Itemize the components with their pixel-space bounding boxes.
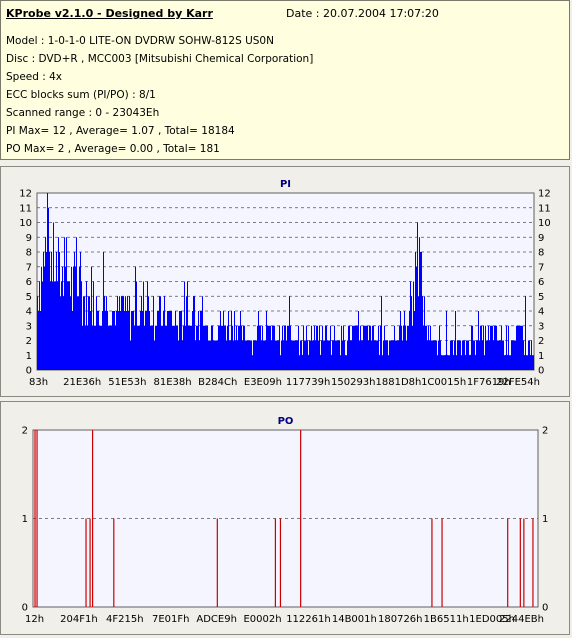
y-tick-label-right: 9 xyxy=(538,233,544,244)
y-tick-label-right: 8 xyxy=(538,248,544,259)
x-tick-label: 14B001h xyxy=(332,614,377,625)
x-tick-label: E0002h xyxy=(243,614,281,625)
po-chart: PO 0 0 1 1 2 2 12h 204F1h 4F215h 7E01Fh ADCE9h E0002… xyxy=(22,416,549,625)
app-title: KProbe v2.1.0 - Designed by Karr xyxy=(6,7,213,20)
disc-line: Disc : DVD+R , MCC003 [Mitsubishi Chemic… xyxy=(6,53,314,65)
x-tick-label: 1881D8h xyxy=(376,377,422,388)
po-chart-panel: PO 0 0 1 1 2 2 12h 204F1h 4F215h 7E01Fh ADCE9h E0002… xyxy=(0,401,570,635)
y-tick-label-left: 11 xyxy=(19,203,32,214)
y-tick-label-right: 10 xyxy=(538,218,551,229)
y-tick-label-left: 8 xyxy=(26,248,32,259)
x-tick-label: 12h xyxy=(25,614,44,625)
x-tick-label: 1B6511h xyxy=(424,614,469,625)
x-tick-label: 81E38h xyxy=(153,377,191,388)
y-tick-label-right: 2 xyxy=(538,336,544,347)
y-tick-label-left: 10 xyxy=(19,218,32,229)
y-tick-label-right: 4 xyxy=(538,307,544,318)
chart-title: PO xyxy=(278,416,294,427)
model-line: Model : 1-0-1-0 LITE-ON DVDRW SOHW-812S … xyxy=(6,35,274,47)
x-tick-label: 51E53h xyxy=(108,377,146,388)
y-tick-label-right: 12 xyxy=(538,189,551,200)
y-tick-label-left: 1 xyxy=(22,514,28,525)
x-tick-label: E3E09h xyxy=(244,377,282,388)
chart-title: PI xyxy=(280,179,291,190)
y-tick-label-left: 5 xyxy=(26,292,32,303)
x-tick-label: 21E36h xyxy=(63,377,101,388)
x-tick-label: 7E01Fh xyxy=(152,614,190,625)
x-tick-label: 117739h xyxy=(286,377,331,388)
y-tick-label-right: 2 xyxy=(542,426,548,437)
x-tick-label: ADCE9h xyxy=(196,614,237,625)
x-tick-label: 180726h xyxy=(378,614,423,625)
y-tick-label-left: 2 xyxy=(22,426,28,437)
y-tick-label-left: 6 xyxy=(26,277,32,288)
x-tick-label: 1C0015h xyxy=(421,377,466,388)
y-tick-label-left: 9 xyxy=(26,233,32,244)
pi-chart-panel: PI 0 0 1 1 2 2 3 3 4 4 5 5 6 6 7 7 8 8 9 9 10 10 11 11 12 12 83h 21E… xyxy=(0,166,570,397)
info-panel: KProbe v2.1.0 - Designed by Karr Date : … xyxy=(0,0,570,160)
x-tick-label: 1F7619h xyxy=(467,377,511,388)
y-tick-label-right: 0 xyxy=(542,603,548,614)
y-tick-label-right: 1 xyxy=(538,351,544,362)
pi-summary-line: PI Max= 12 , Average= 1.07 , Total= 1818… xyxy=(6,125,235,137)
y-tick-label-right: 0 xyxy=(538,366,544,377)
scan-date: Date : 20.07.2004 17:07:20 xyxy=(286,7,439,20)
y-tick-label-right: 6 xyxy=(538,277,544,288)
x-tick-label: 83h xyxy=(29,377,48,388)
y-tick-label-left: 7 xyxy=(26,262,32,273)
x-tick-label: 150293h xyxy=(331,377,376,388)
y-tick-label-left: 0 xyxy=(22,603,28,614)
y-tick-label-right: 11 xyxy=(538,203,551,214)
po-summary-line: PO Max= 2 , Average= 0.00 , Total= 181 xyxy=(6,143,220,155)
x-tick-label: 204F1h xyxy=(60,614,98,625)
x-tick-label: 1ED005h xyxy=(469,614,515,625)
y-tick-label-left: 3 xyxy=(26,321,32,332)
ecc-line: ECC blocks sum (PI/PO) : 8/1 xyxy=(6,89,156,101)
x-tick-label: B284Ch xyxy=(198,377,237,388)
y-tick-label-left: 12 xyxy=(19,189,32,200)
y-tick-label-right: 7 xyxy=(538,262,544,273)
x-tick-label: 22FE54h xyxy=(496,377,540,388)
y-tick-label-left: 1 xyxy=(26,351,32,362)
speed-line: Speed : 4x xyxy=(6,71,63,83)
x-tick-label: 4F215h xyxy=(106,614,144,625)
y-tick-label-right: 5 xyxy=(538,292,544,303)
y-tick-label-right: 1 xyxy=(542,514,548,525)
y-tick-label-left: 0 xyxy=(26,366,32,377)
range-line: Scanned range : 0 - 23043Eh xyxy=(6,107,160,119)
y-tick-label-right: 3 xyxy=(538,321,544,332)
y-tick-label-left: 2 xyxy=(26,336,32,347)
x-tick-label: 2244EBh xyxy=(499,614,544,625)
y-tick-label-left: 4 xyxy=(26,307,32,318)
x-tick-label: 112261h xyxy=(286,614,331,625)
